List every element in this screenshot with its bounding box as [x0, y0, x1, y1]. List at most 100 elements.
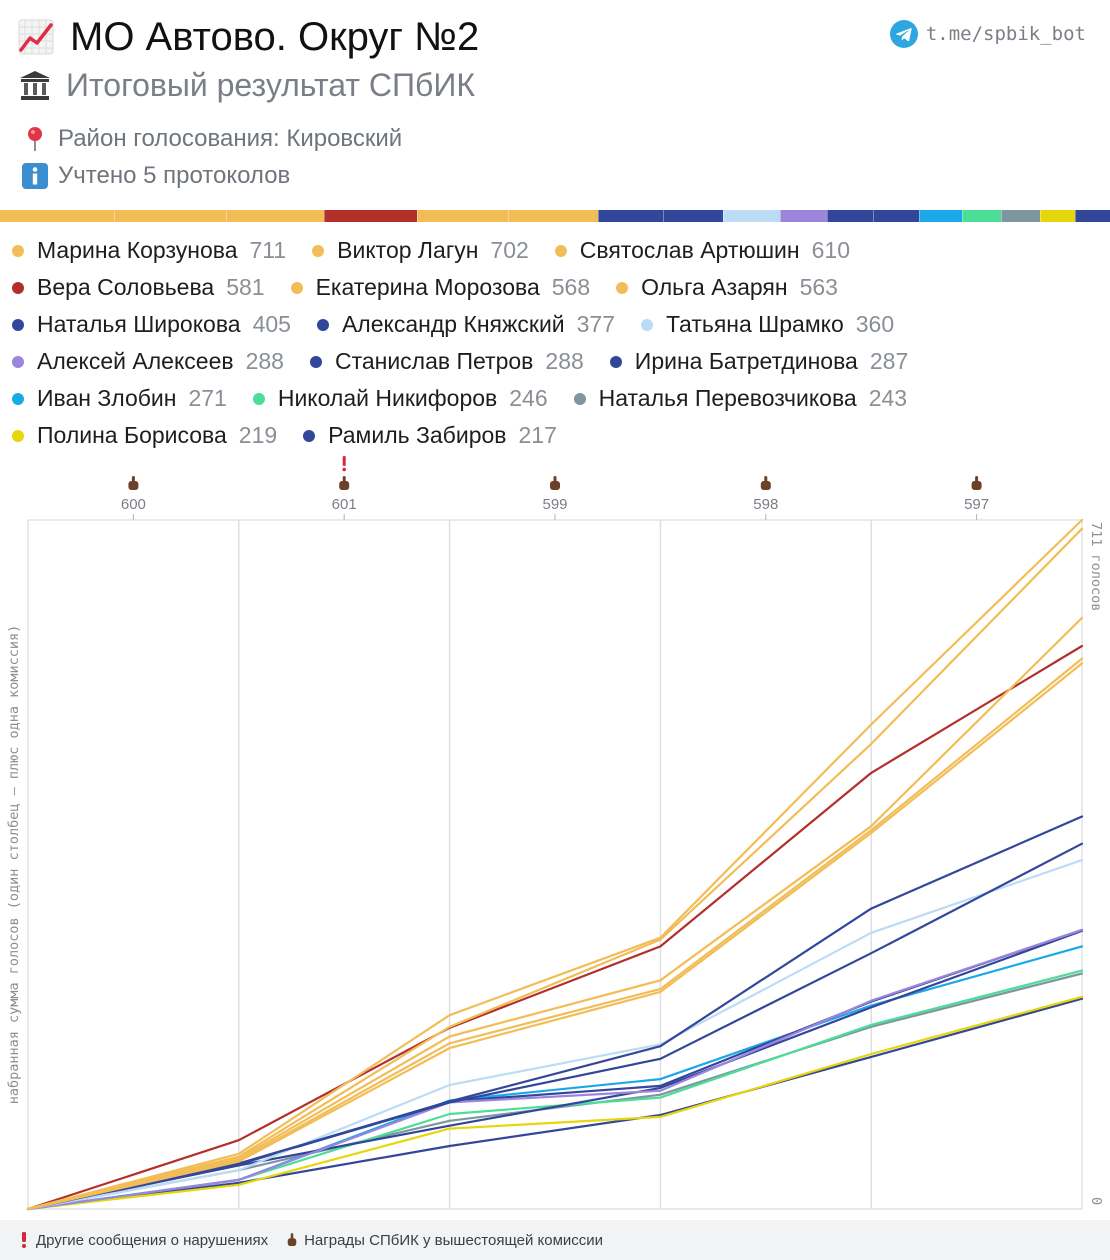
- legend-item: Алексей Алексеев 288: [12, 348, 284, 375]
- legend-item: Виктор Лагун 702: [312, 237, 529, 264]
- legend-row: Полина Борисова 219 Рамиль Забиров 217: [0, 417, 1110, 454]
- violations-label: Другие сообщения о нарушениях: [36, 1231, 269, 1249]
- information-icon: [22, 162, 48, 189]
- page-subtitle: Итоговый результат СПбИК: [66, 66, 475, 103]
- awards-label: Награды СПбИК у вышестоящей комиссии: [304, 1231, 604, 1249]
- telegram-link[interactable]: t.me/spbik_bot: [889, 20, 1086, 48]
- title-row: МО Автово. Округ №2: [18, 12, 479, 62]
- strip-segment: [826, 210, 873, 222]
- legend-row: Алексей Алексеев 288 Станислав Петров 288 Ир…: [0, 343, 1110, 380]
- legend-item: Наталья Широкова 405: [12, 311, 291, 338]
- legend-name: Иван Злобин: [37, 385, 177, 411]
- legend-dot: [309, 355, 322, 368]
- legend-value: 288: [545, 348, 584, 374]
- legend-row: Вера Соловьева 581 Екатерина Морозова 568 Ол…: [0, 269, 1110, 306]
- legend-value: 288: [245, 348, 284, 374]
- legend-dot: [12, 355, 24, 368]
- legend-value: 360: [855, 311, 895, 337]
- legend-item: Рамиль Забиров 217: [303, 422, 557, 449]
- legend-dot: [573, 392, 586, 405]
- legend-dot: [303, 429, 316, 442]
- legend-name: Александр Княжский: [341, 311, 565, 337]
- legend-dot: [12, 392, 24, 405]
- award-finger-icon: [971, 476, 982, 490]
- station-label: 601: [332, 496, 357, 513]
- legend: Марина Корзунова 711 Виктор Лагун 702 Святос…: [0, 232, 1110, 454]
- strip-segment: [226, 210, 324, 222]
- strip-segment: [323, 210, 417, 222]
- legend-value: 271: [188, 385, 227, 411]
- legend-name: Ольга Азарян: [641, 274, 788, 300]
- chart-increasing-icon: [18, 19, 54, 55]
- series-line: [26, 928, 1084, 1211]
- legend-value: 563: [799, 274, 838, 300]
- telegram-icon: [889, 20, 918, 48]
- strip-segment: [1075, 210, 1110, 222]
- strip-segment: [597, 210, 663, 222]
- telegram-label: t.me/spbik_bot: [925, 23, 1086, 45]
- legend-dot: [316, 318, 329, 331]
- station-label: 600: [121, 496, 146, 513]
- footer-awards: Награды СПбИК у вышестоящей комиссии: [286, 1231, 603, 1249]
- protocols-label: Учтено 5 протоколов: [58, 161, 291, 189]
- exclamation-icon: [18, 1231, 30, 1249]
- series-line: [26, 644, 1084, 1211]
- legend-name: Наталья Широкова: [37, 311, 241, 337]
- footer-violations: Другие сообщения о нарушениях: [18, 1231, 268, 1249]
- legend-name: Наталья Перевозчикова: [598, 385, 857, 411]
- y-axis-label: набранная сумма голосов (один столбец – …: [6, 625, 22, 1105]
- strip-segment: [1001, 210, 1041, 222]
- legend-item: Ольга Азарян 563: [616, 274, 838, 301]
- series-line: [26, 657, 1084, 1211]
- series-line: [26, 815, 1084, 1211]
- legend-dot: [12, 281, 24, 294]
- legend-dot: [12, 318, 24, 331]
- series-line: [26, 527, 1084, 1211]
- legend-dot: [12, 244, 24, 257]
- legend-dot: [252, 392, 265, 405]
- award-finger-icon: [760, 476, 771, 490]
- legend-item: Иван Злобин 271: [12, 385, 227, 412]
- district-row: Район голосования: Кировский: [22, 120, 402, 157]
- strip-segment: [416, 210, 508, 222]
- legend-value: 568: [551, 274, 591, 300]
- legend-value: 702: [490, 237, 529, 263]
- footer: Другие сообщения о нарушениях Награды СП…: [0, 1220, 1110, 1260]
- legend-dot: [609, 355, 622, 368]
- strip-segment: [722, 210, 781, 222]
- strip-segment: [918, 210, 962, 222]
- legend-name: Святослав Артюшин: [579, 237, 800, 263]
- legend-value: 711: [249, 237, 287, 263]
- strip-segment: [113, 210, 227, 222]
- legend-name: Вера Соловьева: [37, 274, 215, 300]
- legend-name: Николай Никифоров: [277, 385, 498, 411]
- legend-row: Наталья Широкова 405 Александр Княжский 377…: [0, 306, 1110, 343]
- legend-row: Иван Злобин 271 Николай Никифоров 246 Наталь…: [0, 380, 1110, 417]
- legend-item: Ирина Батретдинова 287: [609, 348, 909, 375]
- legend-dot: [641, 318, 654, 331]
- y-zero-label: 0: [1088, 1197, 1104, 1205]
- strip-segment: [0, 210, 114, 222]
- series-line: [26, 997, 1084, 1211]
- legend-dot: [554, 244, 567, 257]
- legend-item: Екатерина Морозова 568: [290, 274, 591, 301]
- legend-value: 287: [869, 348, 909, 374]
- legend-item: Вера Соловьева 581: [12, 274, 265, 301]
- vote-share-strip: [0, 210, 1110, 222]
- subtitle-row: Итоговый результат СПбИК: [18, 62, 479, 108]
- legend-name: Полина Борисова: [37, 422, 227, 448]
- series-line: [26, 995, 1084, 1211]
- legend-name: Ирина Батретдинова: [634, 348, 858, 374]
- award-finger-icon: [339, 476, 350, 490]
- series-line: [26, 616, 1084, 1211]
- cumulative-votes-chart: 600 601 599 598 597 набранная сумма голосов (…: [6, 456, 1104, 1211]
- strip-segment: [961, 210, 1002, 222]
- series-line: [26, 859, 1084, 1211]
- station-label: 598: [753, 496, 778, 513]
- legend-value: 377: [576, 311, 616, 337]
- strip-segment: [1040, 210, 1076, 222]
- legend-item: Полина Борисова 219: [12, 422, 277, 449]
- legend-value: 219: [238, 422, 278, 448]
- legend-item: Николай Никифоров 246: [252, 385, 548, 412]
- pointing-finger-icon: [286, 1231, 298, 1249]
